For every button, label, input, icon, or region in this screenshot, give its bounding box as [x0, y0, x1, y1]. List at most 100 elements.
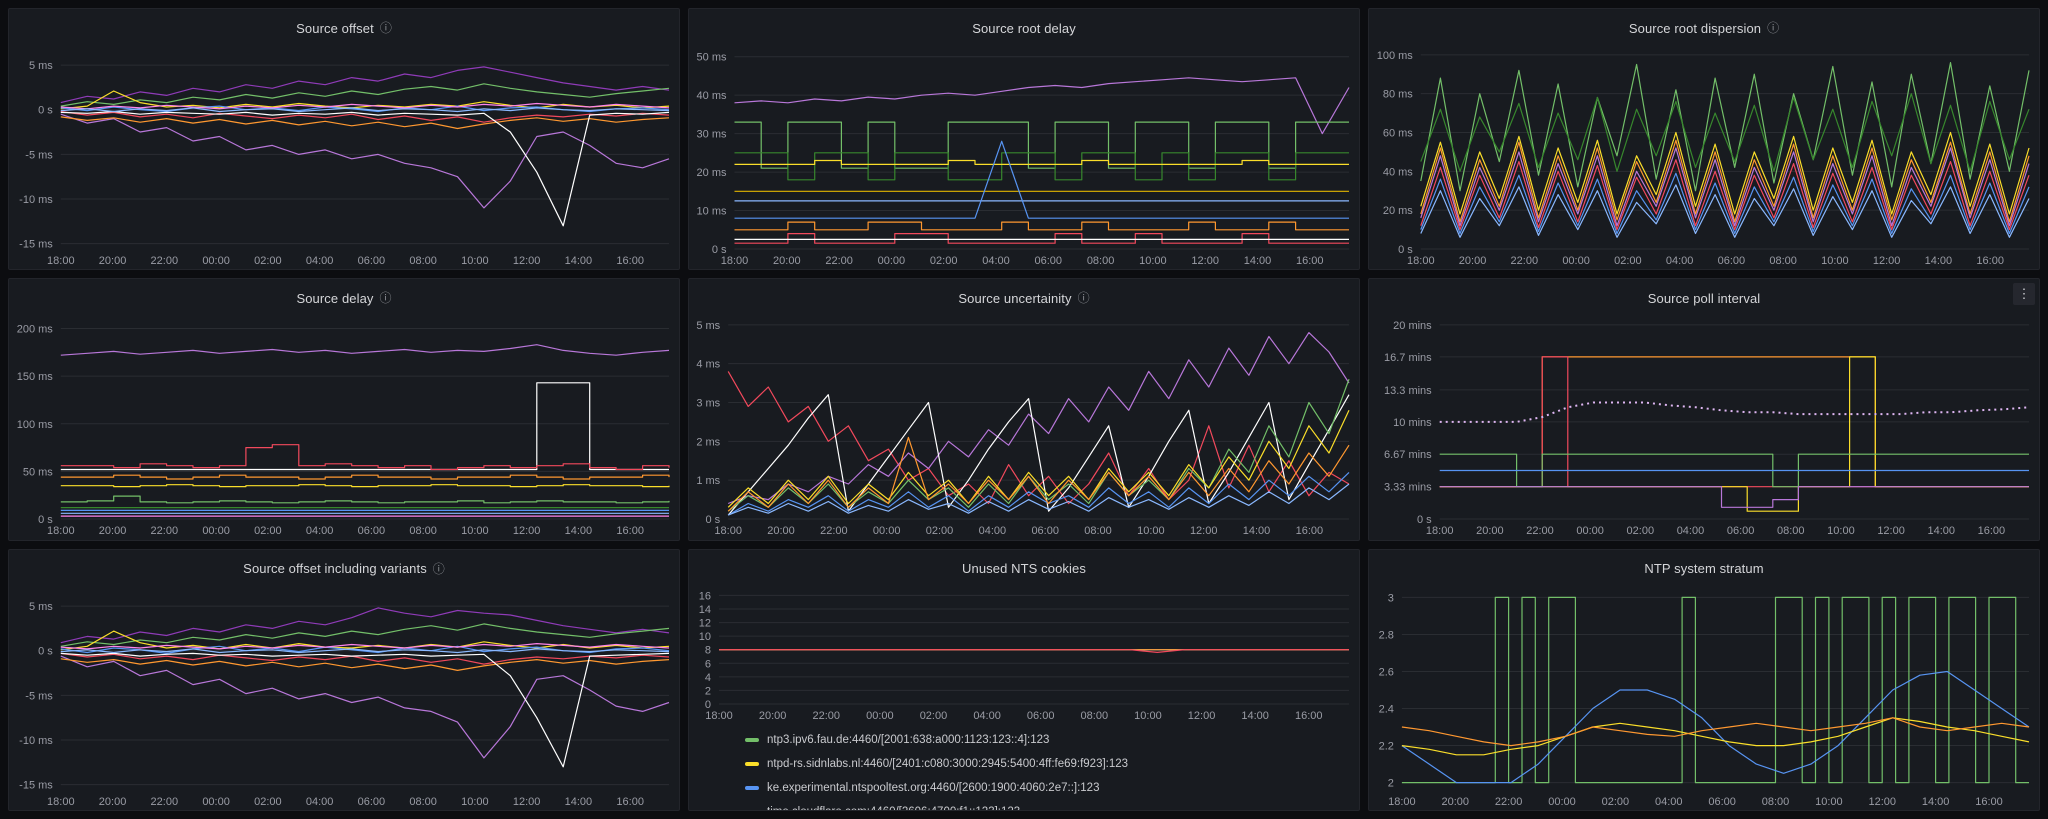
chart-area[interactable]: 100 ms 80 ms 60 ms 40 ms 20 ms 0 s 18:00 20:00 2…	[1369, 41, 2039, 269]
chart-area[interactable]: 50 ms 40 ms 30 ms 20 ms 10 ms 0 s 18:00 20:00 22…	[689, 41, 1359, 269]
panel-header[interactable]: Unused NTS cookies	[689, 550, 1359, 582]
panel-title[interactable]: Source offset	[296, 20, 374, 36]
series-color-marker	[745, 762, 759, 766]
x-tick-label: 14:00	[565, 525, 593, 537]
chart-svg: 5 ms 4 ms 3 ms 2 ms 1 ms 0 s18:00 20:00 22:00 00…	[696, 320, 1350, 537]
legend-label[interactable]: time.cloudflare.com:4460/[2606:4700:f1::…	[767, 806, 1020, 810]
chart-area[interactable]: 200 ms 150 ms 100 ms 50 ms 0 s 18:00 20:00 22:0…	[9, 311, 679, 539]
x-tick-label: 20:00	[1459, 255, 1487, 267]
info-icon[interactable]: ⓘ	[1077, 291, 1090, 306]
x-tick-label: 10:00	[1827, 525, 1855, 537]
y-tick-label: 40 ms	[1383, 166, 1413, 178]
x-tick-label: 04:00	[982, 255, 1010, 267]
series-line	[719, 648, 1349, 653]
info-icon[interactable]: ⓘ	[379, 21, 392, 35]
panel-header[interactable]: Source offset including variants ⓘ	[9, 550, 679, 582]
panel-title[interactable]: Source root dispersion	[1628, 20, 1762, 36]
info-icon[interactable]: ⓘ	[1767, 21, 1780, 35]
panel-header[interactable]: Source delay ⓘ	[9, 279, 679, 311]
x-tick-label: 00:00	[1576, 525, 1604, 537]
x-tick-label: 16:00	[1295, 710, 1323, 722]
legend-item[interactable]: ntpd-rs.sidnlabs.nl:4460/[2401:c080:3000…	[745, 752, 1349, 776]
x-tick-label: 02:00	[1614, 255, 1642, 267]
panel-title[interactable]: Unused NTS cookies	[962, 561, 1086, 577]
x-tick-label: 10:00	[461, 255, 489, 267]
x-tick-label: 12:00	[1877, 525, 1905, 537]
x-tick-label: 12:00	[1873, 255, 1901, 267]
panel-title[interactable]: Source root delay	[972, 20, 1076, 36]
panel-header[interactable]: Source poll interval	[1369, 279, 2039, 311]
x-tick-label: 04:00	[306, 255, 334, 267]
series-line	[60, 83, 670, 107]
panel-title[interactable]: Source delay	[296, 290, 374, 306]
chart-svg: 20 mins 16.7 mins 13.3 mins 10 mins 6.67 min…	[1384, 320, 2030, 537]
y-tick-label: 2.6	[1379, 666, 1394, 678]
chart-area[interactable]: 20 mins 16.7 mins 13.3 mins 10 mins 6.67 min…	[1369, 311, 2039, 539]
panel-header[interactable]: Source offset ⓘ	[9, 9, 679, 41]
x-tick-label: 18:00	[47, 525, 75, 537]
legend-item[interactable]: time.cloudflare.com:4460/[2606:4700:f1::…	[745, 800, 1349, 810]
chart-area[interactable]: 3 2.8 2.6 2.4 2.2 2 18:00 20:00 22:00 00:00 02:00 0…	[1369, 582, 2039, 810]
series-line	[1420, 147, 2030, 227]
series-line	[734, 121, 1349, 169]
y-tick-label: 14	[699, 604, 711, 616]
x-tick-label: 12:00	[1188, 710, 1216, 722]
x-tick-label: 02:00	[254, 525, 282, 537]
x-tick-label: 14:00	[565, 796, 593, 808]
y-tick-label: -15 ms	[19, 779, 53, 791]
chart-area[interactable]: 5 ms 0 s -5 ms -10 ms -15 ms 18:00 20:00 22:00 0…	[9, 582, 679, 810]
x-tick-label: 00:00	[202, 255, 230, 267]
y-tick-label: -5 ms	[25, 690, 53, 702]
y-tick-label: 0 s	[38, 514, 53, 526]
panel-header[interactable]: Source root delay	[689, 9, 1359, 41]
y-tick-label: 20 mins	[1393, 320, 1432, 332]
info-icon[interactable]: ⓘ	[432, 561, 445, 576]
panel-source-root-delay: Source root delay 50 ms 40 ms 30 ms 20 ms 10…	[688, 8, 1360, 271]
panel-header[interactable]: Source uncertainity ⓘ	[689, 279, 1359, 311]
legend-item[interactable]: ntp3.ipv6.fau.de:4460/[2001:638:a000:112…	[745, 728, 1349, 752]
legend-label[interactable]: ntp3.ipv6.fau.de:4460/[2001:638:a000:112…	[767, 734, 1050, 746]
x-tick-label: 18:00	[47, 796, 75, 808]
y-tick-label: 3.33 mins	[1384, 482, 1432, 494]
series-line	[734, 159, 1349, 165]
series-line	[60, 344, 670, 357]
x-tick-label: 12:00	[513, 796, 541, 808]
x-tick-label: 06:00	[1727, 525, 1755, 537]
y-tick-label: 40 ms	[697, 90, 727, 102]
x-tick-label: 18:00	[705, 710, 733, 722]
series-line	[1420, 172, 2030, 235]
legend-label[interactable]: ntpd-rs.sidnlabs.nl:4460/[2401:c080:3000…	[767, 758, 1129, 770]
panel-menu-icon[interactable]: ⋮	[2013, 283, 2035, 306]
series-line	[60, 382, 669, 471]
x-tick-label: 22:00	[151, 255, 179, 267]
y-tick-label: 5 ms	[696, 320, 720, 332]
legend-item[interactable]: ke.experimental.ntspooltest.org:4460/[26…	[745, 776, 1349, 800]
y-tick-label: 1 ms	[696, 475, 720, 487]
series-line	[60, 642, 670, 650]
panel-title[interactable]: Source uncertainity	[958, 290, 1072, 306]
legend-label[interactable]: ke.experimental.ntspooltest.org:4460/[26…	[767, 782, 1100, 794]
x-tick-label: 16:00	[1975, 796, 2003, 808]
series-line	[60, 444, 670, 471]
panel-unused-nts-cookies: Unused NTS cookies 16 14 12 10 8 6 4 2 0 18:00 20:…	[688, 548, 1360, 811]
x-tick-label: 16:00	[1296, 525, 1324, 537]
chart-area[interactable]: 5 ms 0 s -5 ms -10 ms -15 ms 18:00 20:00 22:00 0…	[9, 41, 679, 269]
panel-title[interactable]: Source poll interval	[1647, 290, 1761, 306]
x-tick-label: 14:00	[1241, 710, 1269, 722]
x-tick-label: 12:00	[513, 255, 541, 267]
chart-area[interactable]: 16 14 12 10 8 6 4 2 0 18:00 20:00 22:00 00:00 02:00 04…	[689, 582, 1359, 724]
x-tick-label: 04:00	[1677, 525, 1705, 537]
x-tick-label: 12:00	[1191, 255, 1219, 267]
series-line	[727, 332, 1350, 505]
panel-header[interactable]: Source root dispersion ⓘ	[1369, 9, 2039, 41]
panel-header[interactable]: NTP system stratum	[1369, 550, 2039, 582]
x-tick-label: 14:00	[1244, 255, 1272, 267]
panel-title[interactable]: Source offset including variants	[243, 561, 427, 577]
y-tick-label: 50 ms	[23, 467, 53, 479]
info-icon[interactable]: ⓘ	[379, 291, 392, 306]
x-tick-label: 20:00	[773, 255, 801, 267]
chart-area[interactable]: 5 ms 4 ms 3 ms 2 ms 1 ms 0 s 18:00 20:00 22:00 00…	[689, 311, 1359, 539]
panel-title[interactable]: NTP system stratum	[1644, 561, 1764, 577]
x-tick-label: 04:00	[306, 796, 334, 808]
